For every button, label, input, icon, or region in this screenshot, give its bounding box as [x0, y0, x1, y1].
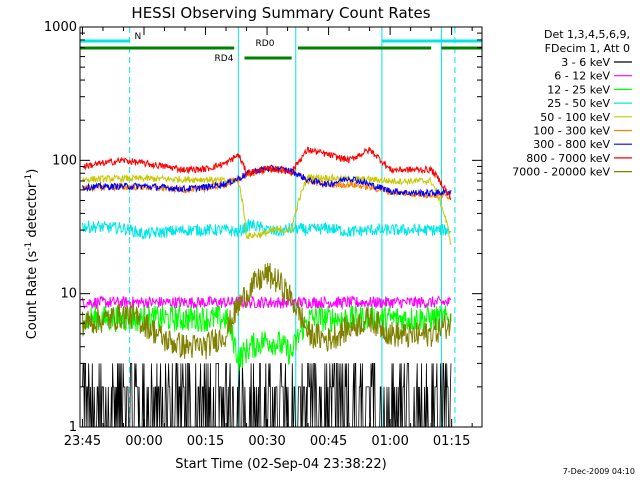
- y-tick-label-2: 100: [52, 153, 77, 168]
- x-axis-ticks: 23:45 00:00 00:15 00:30 00:45 01:00 01:15: [64, 27, 473, 449]
- series-line-1: [82, 295, 452, 310]
- legend-label-0: 3 - 6 keV: [561, 56, 610, 69]
- footer-date: 7-Dec-2009 04:10: [563, 467, 635, 476]
- x-tick-label-0: 23:45: [64, 434, 101, 449]
- legend: Det 1,3,4,5,6,9, FDecim 1, Att 0 3 - 6 k…: [512, 28, 632, 179]
- legend-label-5: 100 - 300 keV: [533, 125, 610, 138]
- series-line-7: [82, 146, 452, 200]
- legend-label-1: 6 - 12 keV: [554, 70, 610, 83]
- legend-label-7: 800 - 7000 keV: [526, 152, 610, 165]
- status-bar-label-RD4: RD4: [215, 54, 234, 64]
- y-tick-label-3: 1000: [44, 20, 77, 35]
- x-tick-label-2: 00:15: [187, 434, 224, 449]
- status-bar-label-N: N: [134, 32, 141, 42]
- series-line-4: [82, 173, 452, 246]
- plot-area: [82, 27, 456, 428]
- legend-header-line-2: FDecim 1, Att 0: [545, 42, 630, 55]
- legend-label-3: 25 - 50 keV: [547, 97, 610, 110]
- status-bar-label-RD0: RD0: [256, 39, 275, 49]
- series-line-8: [82, 263, 452, 360]
- legend-label-6: 300 - 800 keV: [533, 138, 610, 151]
- series-line-2: [82, 304, 452, 372]
- series-line-3: [82, 218, 452, 240]
- chart-title: HESSI Observing Summary Count Rates: [131, 4, 430, 22]
- plot-frame: [79, 26, 483, 428]
- x-tick-label-6: 01:15: [433, 434, 470, 449]
- y-tick-label-0: 1: [69, 420, 77, 435]
- legend-label-2: 12 - 25 keV: [547, 83, 610, 96]
- y-tick-label-1: 10: [60, 287, 77, 302]
- legend-label-8: 7000 - 20000 keV: [512, 166, 610, 179]
- x-axis-label: Start Time (02-Sep-04 23:38:22): [175, 457, 386, 472]
- x-tick-label-4: 00:45: [310, 434, 347, 449]
- x-tick-label-5: 01:00: [371, 434, 408, 449]
- status-bars: N RD0 RD4: [80, 32, 482, 64]
- series-line-0: [82, 362, 452, 428]
- y-axis-label: Count Rate (s-1 detector-1): [24, 169, 40, 340]
- x-tick-label-1: 00:00: [125, 434, 162, 449]
- legend-header-line-1: Det 1,3,4,5,6,9,: [544, 28, 630, 41]
- legend-label-4: 50 - 100 keV: [540, 111, 610, 124]
- y-axis-ticks: 1 10 100 1000: [44, 20, 482, 435]
- x-tick-label-3: 00:30: [248, 434, 285, 449]
